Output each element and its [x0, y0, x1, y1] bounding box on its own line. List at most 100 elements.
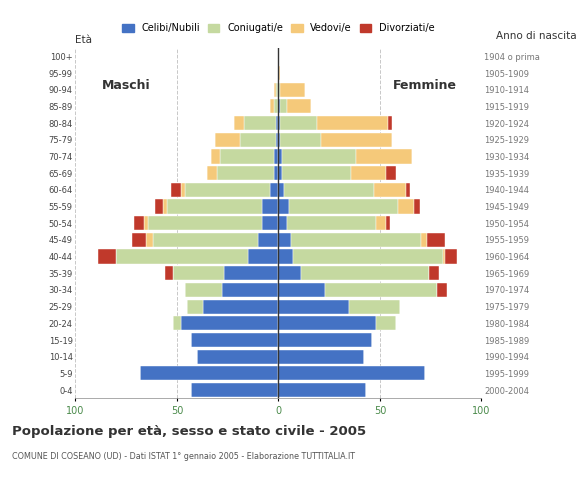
Bar: [248, 250, 278, 264]
Bar: [140, 366, 278, 381]
Bar: [288, 199, 398, 214]
Bar: [222, 283, 278, 297]
Bar: [148, 216, 262, 230]
Bar: [300, 266, 429, 280]
Text: Popolazione per età, sesso e stato civile - 2005: Popolazione per età, sesso e stato civil…: [12, 425, 366, 438]
Bar: [287, 99, 311, 113]
Text: Età: Età: [75, 35, 92, 45]
Bar: [274, 149, 278, 164]
Bar: [278, 233, 291, 247]
Bar: [386, 166, 396, 180]
Bar: [144, 216, 148, 230]
Bar: [278, 383, 365, 397]
Bar: [153, 233, 258, 247]
Text: Maschi: Maschi: [102, 79, 150, 92]
Bar: [116, 250, 248, 264]
Bar: [429, 266, 438, 280]
Bar: [274, 83, 276, 97]
Bar: [191, 383, 278, 397]
Bar: [223, 266, 278, 280]
Bar: [278, 116, 280, 130]
Bar: [291, 233, 420, 247]
Bar: [376, 216, 386, 230]
Bar: [445, 250, 457, 264]
Bar: [321, 132, 392, 147]
Bar: [234, 116, 244, 130]
Bar: [274, 166, 278, 180]
Bar: [406, 183, 410, 197]
Bar: [244, 116, 276, 130]
Bar: [278, 199, 288, 214]
Bar: [162, 199, 166, 214]
Bar: [262, 199, 278, 214]
Bar: [191, 333, 278, 347]
Bar: [376, 316, 396, 330]
Bar: [280, 99, 287, 113]
Bar: [173, 266, 223, 280]
Bar: [278, 250, 292, 264]
Bar: [443, 250, 445, 264]
Bar: [414, 199, 420, 214]
Bar: [207, 166, 218, 180]
Bar: [197, 349, 278, 364]
Bar: [215, 132, 240, 147]
Text: COMUNE DI COSEANO (UD) - Dati ISTAT 1° gennaio 2005 - Elaborazione TUTTITALIA.IT: COMUNE DI COSEANO (UD) - Dati ISTAT 1° g…: [12, 452, 354, 461]
Bar: [187, 300, 203, 314]
Bar: [132, 233, 146, 247]
Bar: [356, 149, 412, 164]
Bar: [278, 266, 300, 280]
Bar: [276, 116, 278, 130]
Bar: [278, 283, 325, 297]
Bar: [262, 216, 278, 230]
Bar: [278, 366, 425, 381]
Bar: [173, 316, 181, 330]
Bar: [349, 300, 400, 314]
Bar: [278, 316, 376, 330]
Bar: [181, 183, 185, 197]
Bar: [325, 283, 437, 297]
Bar: [185, 283, 222, 297]
Bar: [437, 283, 447, 297]
Bar: [287, 216, 376, 230]
Bar: [280, 116, 317, 130]
Bar: [165, 266, 173, 280]
Bar: [185, 183, 270, 197]
Text: Anno di nascita: Anno di nascita: [496, 31, 577, 41]
Bar: [203, 300, 278, 314]
Bar: [280, 83, 305, 97]
Bar: [278, 99, 280, 113]
Bar: [278, 132, 280, 147]
Bar: [278, 216, 287, 230]
Bar: [270, 99, 274, 113]
Bar: [276, 83, 278, 97]
Bar: [97, 250, 116, 264]
Bar: [154, 199, 162, 214]
Bar: [282, 166, 351, 180]
Bar: [278, 349, 364, 364]
Bar: [278, 83, 280, 97]
Bar: [274, 99, 278, 113]
Bar: [218, 166, 274, 180]
Bar: [240, 132, 276, 147]
Bar: [292, 250, 443, 264]
Bar: [134, 216, 144, 230]
Bar: [278, 66, 280, 80]
Bar: [258, 233, 278, 247]
Bar: [317, 116, 388, 130]
Bar: [284, 183, 374, 197]
Bar: [427, 233, 445, 247]
Bar: [282, 149, 356, 164]
Bar: [270, 183, 278, 197]
Bar: [146, 233, 153, 247]
Bar: [280, 132, 321, 147]
Bar: [278, 149, 282, 164]
Bar: [388, 116, 392, 130]
Bar: [276, 132, 278, 147]
Bar: [386, 216, 390, 230]
Bar: [278, 166, 282, 180]
Bar: [219, 149, 274, 164]
Bar: [398, 199, 414, 214]
Bar: [278, 333, 372, 347]
Bar: [278, 183, 284, 197]
Bar: [166, 199, 262, 214]
